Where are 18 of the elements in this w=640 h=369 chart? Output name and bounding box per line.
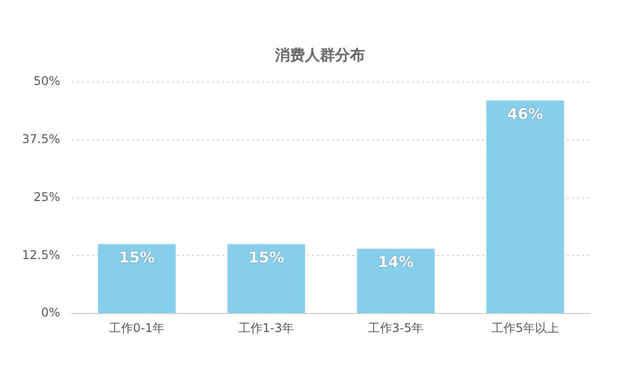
- y-tick-label: 37.5%: [22, 132, 60, 146]
- bar: [356, 248, 435, 314]
- data-label: 46%: [507, 104, 544, 123]
- bar: [486, 100, 564, 314]
- bar: [227, 244, 306, 314]
- y-tick-label: 50%: [33, 74, 60, 88]
- x-tick-label: 工作3-5年: [368, 320, 424, 335]
- x-tick-label: 工作5年以上: [491, 320, 560, 335]
- x-tick-label: 工作0-1年: [109, 320, 165, 335]
- data-label: 15%: [248, 248, 284, 267]
- y-tick-label: 12.5%: [22, 248, 60, 262]
- y-tick-label: 25%: [33, 190, 60, 204]
- x-tick-label: 工作1-3年: [238, 320, 294, 335]
- chart-title: 消费人群分布: [274, 46, 366, 65]
- y-tick-label: 0%: [41, 306, 60, 320]
- data-label: 15%: [118, 248, 155, 267]
- bar: [98, 244, 176, 314]
- data-label: 14%: [378, 253, 414, 272]
